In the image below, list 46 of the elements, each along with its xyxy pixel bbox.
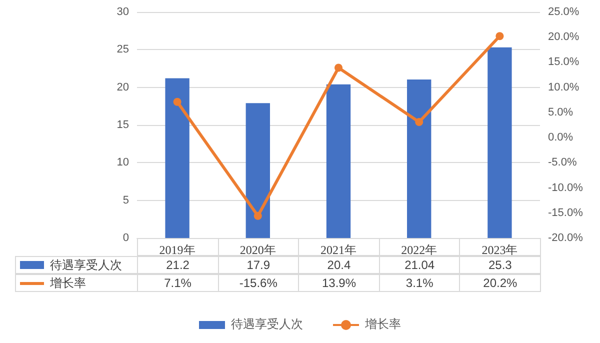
y-tick-label: 10 <box>116 156 129 169</box>
bar <box>407 80 432 238</box>
y2-tick-label: 0.0% <box>548 132 574 144</box>
y2-tick-label: -15.0% <box>548 206 584 219</box>
y2-tick-label: 25.0% <box>548 6 580 18</box>
y-tick-label: 5 <box>122 194 129 206</box>
text: 待遇享受人次 <box>231 317 303 331</box>
x-tick-label: 2021年 <box>320 243 356 257</box>
data-label: 3.1% <box>378 274 460 292</box>
legend-label: 待遇享受人次 <box>50 258 122 272</box>
y2-tick-label: -20.0% <box>548 232 584 244</box>
point <box>334 64 342 72</box>
y-tick-label: 25 <box>116 44 129 56</box>
y2-tick-label: 15.0% <box>548 56 580 68</box>
data-label: 20.4 <box>298 256 380 274</box>
y-tick-label: 0 <box>122 232 129 244</box>
x-tick-label: 2019年 <box>159 243 196 257</box>
bar <box>326 84 351 238</box>
y2-tick-label: 5.0% <box>548 106 574 118</box>
y2-tick-label: 10.0% <box>548 81 580 94</box>
y-tick-label: 20 <box>116 81 129 94</box>
y2-tick-label: -10.0% <box>548 182 584 194</box>
point <box>254 212 262 220</box>
data-label: 20.2% <box>459 274 541 292</box>
bar <box>488 47 512 238</box>
data-label: 25.3 <box>459 256 541 274</box>
point <box>173 98 182 106</box>
data-label: 21.2 <box>137 256 219 274</box>
y-tick-label: 15 <box>116 119 129 131</box>
y-tick-label: 30 <box>116 6 129 18</box>
y2-tick-label: -5.0% <box>548 156 577 169</box>
data-label: 13.9% <box>298 274 380 292</box>
y2-tick-label: 20.0% <box>548 31 580 44</box>
point <box>496 32 504 40</box>
data-label: 21.04 <box>378 256 460 274</box>
x-tick-label: 2022年 <box>401 243 438 257</box>
x-tick-label: 2023年 <box>482 243 518 257</box>
data-label: 17.9 <box>218 256 300 274</box>
text: 增长率 <box>50 276 86 290</box>
point <box>415 118 424 126</box>
data-label: 7.1% <box>137 274 219 292</box>
data-label: -15.6% <box>218 274 300 292</box>
legend-label: 增长率 <box>365 316 401 333</box>
x-tick-label: 2020年 <box>240 243 276 257</box>
bar <box>246 103 270 238</box>
bar <box>165 78 190 238</box>
